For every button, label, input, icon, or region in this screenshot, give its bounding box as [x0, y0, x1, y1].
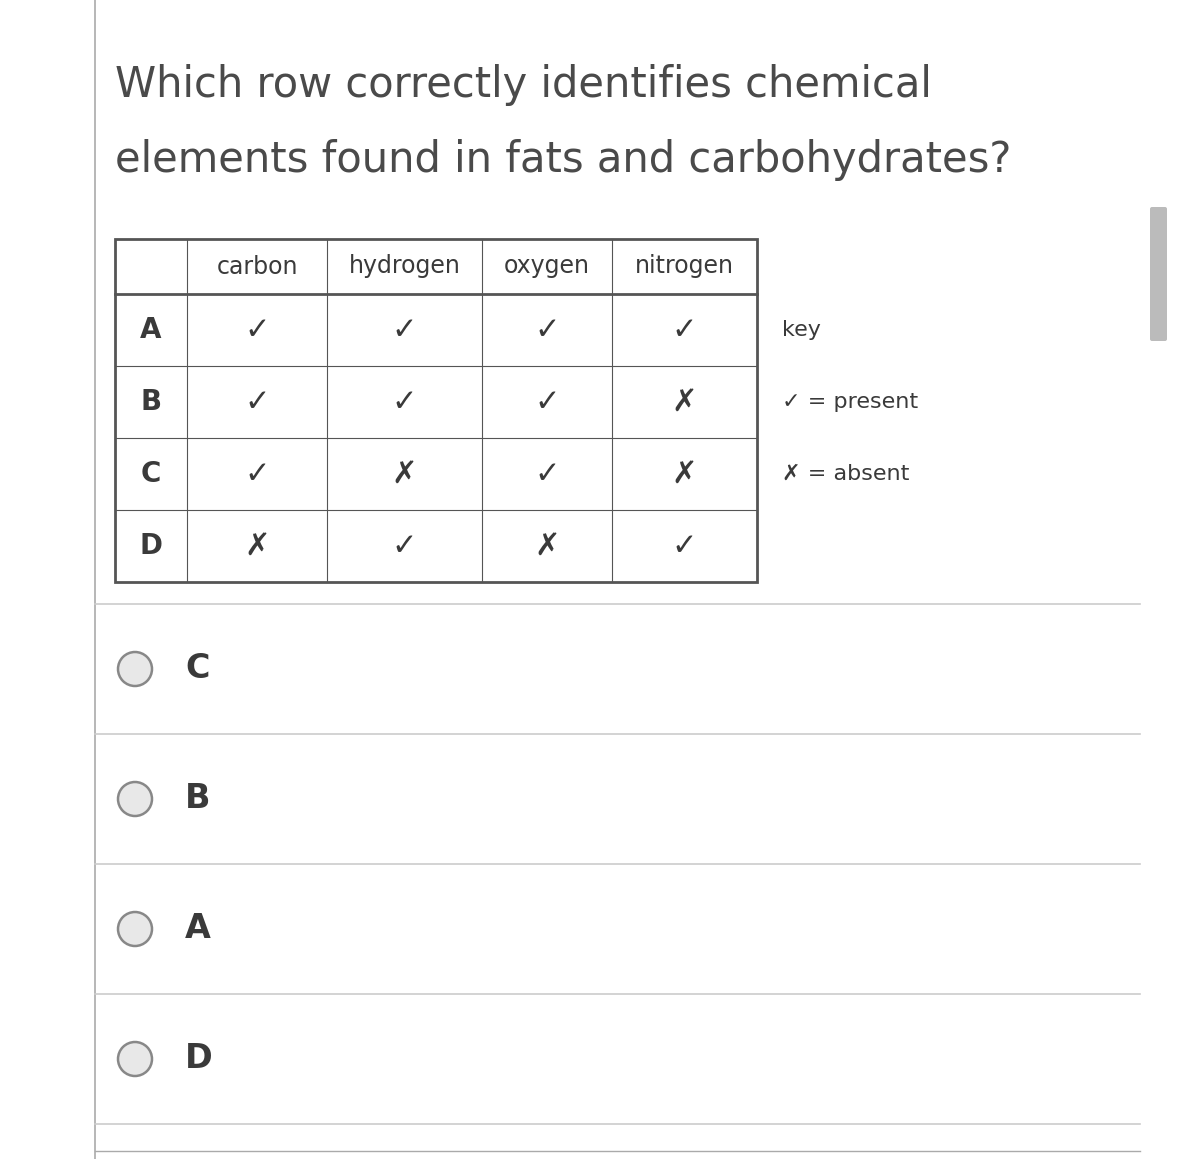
Text: C: C: [185, 653, 210, 685]
Text: ✗: ✗: [391, 459, 418, 488]
Text: ✓: ✓: [534, 459, 559, 488]
Text: ✗ = absent: ✗ = absent: [782, 464, 910, 484]
Circle shape: [118, 653, 152, 686]
Text: ✓: ✓: [391, 532, 418, 561]
Text: ✓: ✓: [391, 315, 418, 344]
Text: carbon: carbon: [216, 255, 298, 278]
Text: ✓: ✓: [245, 387, 270, 416]
Text: B: B: [185, 782, 210, 816]
Circle shape: [118, 912, 152, 946]
Text: B: B: [140, 388, 162, 416]
Text: Which row correctly identifies chemical: Which row correctly identifies chemical: [115, 64, 932, 105]
Text: ✗: ✗: [672, 459, 697, 488]
Text: hydrogen: hydrogen: [348, 255, 461, 278]
Text: D: D: [139, 532, 162, 560]
Text: oxygen: oxygen: [504, 255, 590, 278]
Circle shape: [118, 1042, 152, 1076]
Text: D: D: [185, 1042, 212, 1076]
Text: ✗: ✗: [245, 532, 270, 561]
Text: ✓ = present: ✓ = present: [782, 392, 918, 411]
Text: nitrogen: nitrogen: [635, 255, 734, 278]
Text: ✓: ✓: [672, 532, 697, 561]
Text: ✗: ✗: [672, 387, 697, 416]
Bar: [115, 239, 757, 582]
Text: ✓: ✓: [534, 315, 559, 344]
Text: A: A: [185, 912, 211, 946]
Text: ✓: ✓: [672, 315, 697, 344]
Text: ✗: ✗: [534, 532, 559, 561]
Text: ✓: ✓: [245, 315, 270, 344]
Text: A: A: [140, 316, 162, 344]
Text: elements found in fats and carbohydrates?: elements found in fats and carbohydrates…: [115, 139, 1012, 181]
FancyBboxPatch shape: [1150, 207, 1166, 341]
Circle shape: [118, 782, 152, 816]
Text: ✓: ✓: [534, 387, 559, 416]
Text: key: key: [782, 320, 821, 340]
Text: ✓: ✓: [245, 459, 270, 488]
Text: ✓: ✓: [391, 387, 418, 416]
Text: C: C: [140, 460, 161, 488]
